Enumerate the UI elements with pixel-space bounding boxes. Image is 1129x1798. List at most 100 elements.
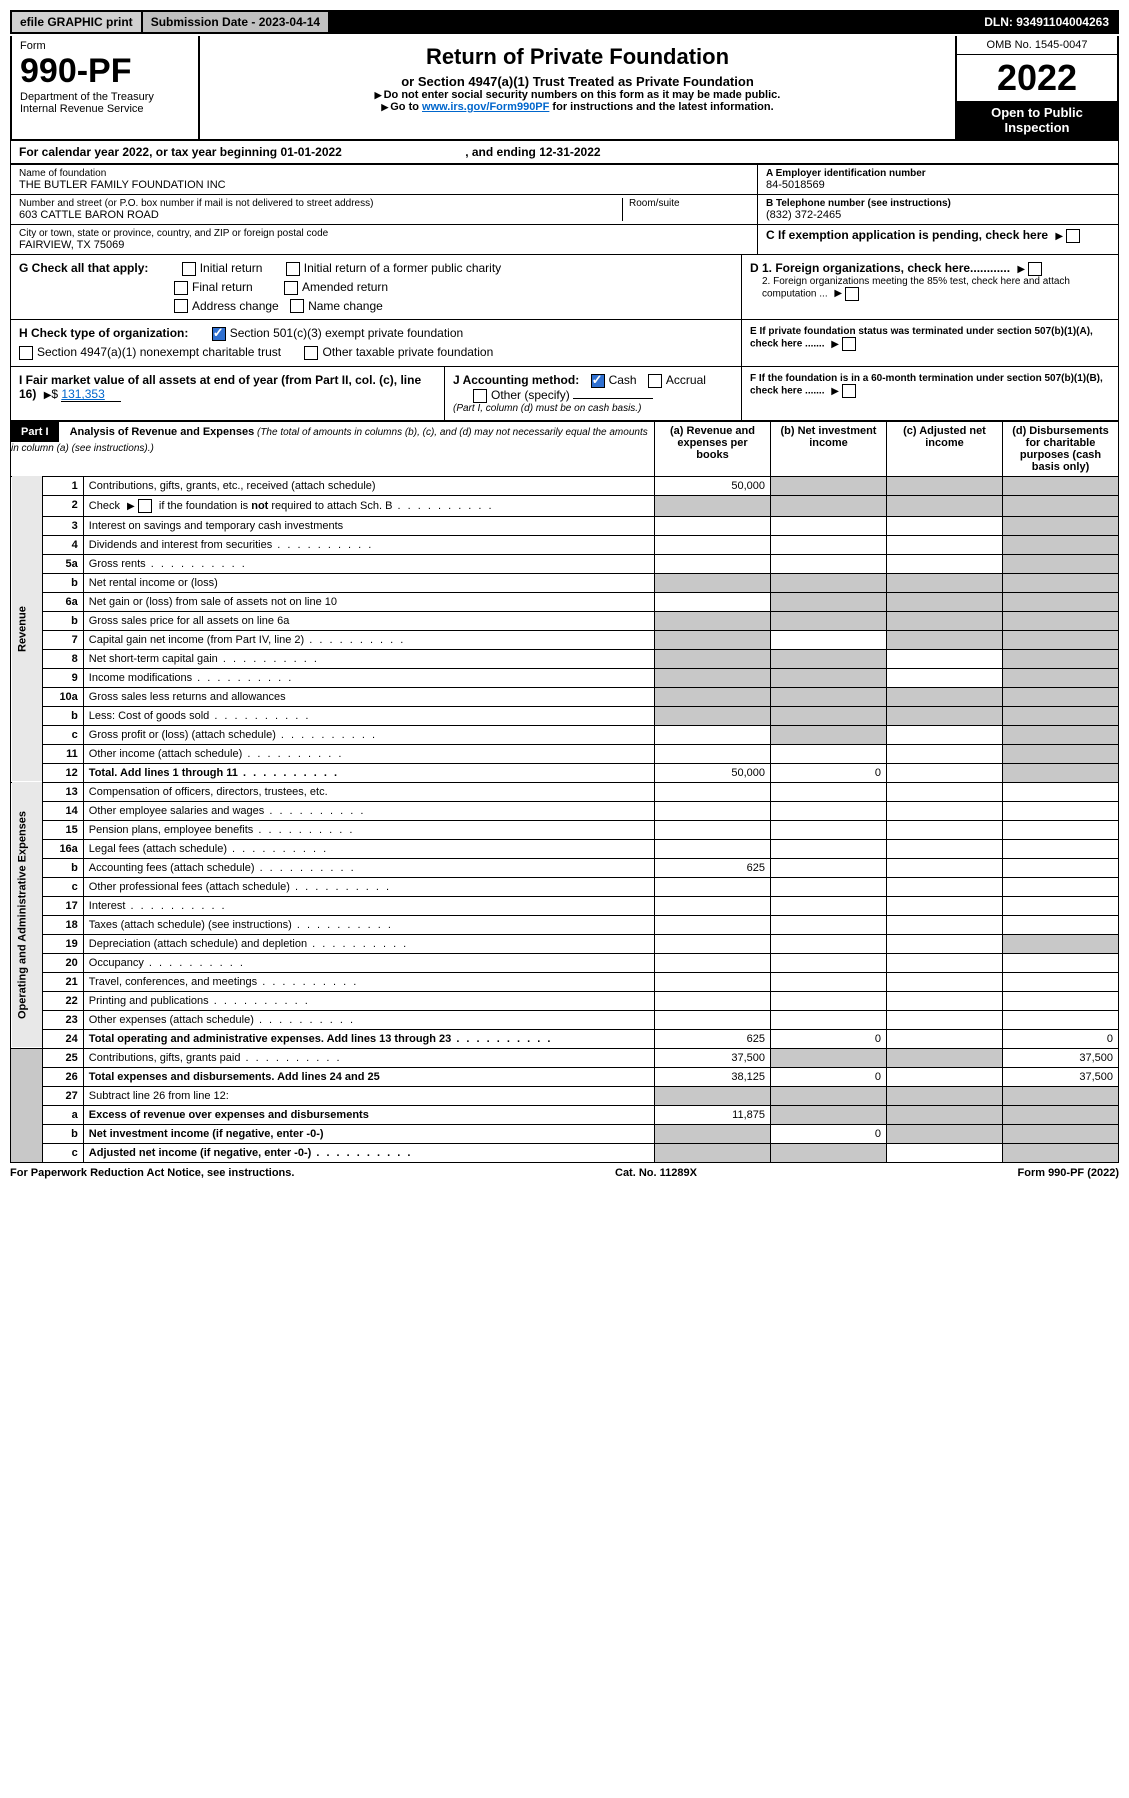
cell-d: 37,500 <box>1003 1048 1119 1067</box>
phone-lbl: B Telephone number (see instructions) <box>766 198 1110 209</box>
row-desc: Taxes (attach schedule) (see instruction… <box>83 915 654 934</box>
dept: Department of the Treasury <box>20 91 190 103</box>
cal-a: For calendar year 2022, or tax year begi… <box>19 145 280 159</box>
cb-d1[interactable] <box>1028 262 1042 276</box>
table-row: bGross sales price for all assets on lin… <box>11 611 1119 630</box>
info-right: A Employer identification number 84-5018… <box>757 165 1118 254</box>
footer-mid: Cat. No. 11289X <box>615 1167 697 1179</box>
row-num: a <box>42 1105 83 1124</box>
g-section: G Check all that apply: Initial return I… <box>10 255 1119 320</box>
row-desc: Other income (attach schedule) <box>83 744 654 763</box>
cb-cash[interactable] <box>591 374 605 388</box>
row-num: 11 <box>42 744 83 763</box>
info-left: Name of foundation THE BUTLER FAMILY FOU… <box>11 165 757 254</box>
table-row: cOther professional fees (attach schedul… <box>11 877 1119 896</box>
cb-final[interactable] <box>174 281 188 295</box>
dln: DLN: 93491104004263 <box>976 12 1117 32</box>
cb-f[interactable] <box>842 384 856 398</box>
col-c: (c) Adjusted net income <box>887 421 1003 476</box>
h-other: Other taxable private foundation <box>322 345 493 359</box>
table-row: bNet rental income or (loss) <box>11 573 1119 592</box>
h-left: H Check type of organization: Section 50… <box>11 320 741 366</box>
c-checkbox[interactable] <box>1066 229 1080 243</box>
table-row: 23Other expenses (attach schedule) <box>11 1010 1119 1029</box>
h-501: Section 501(c)(3) exempt private foundat… <box>230 326 463 340</box>
cb-other-acct[interactable] <box>473 389 487 403</box>
row-num: c <box>42 725 83 744</box>
top-bar: efile GRAPHIC print Submission Date - 20… <box>10 10 1119 34</box>
cell-a: 625 <box>655 1029 771 1048</box>
row-desc: Occupancy <box>83 953 654 972</box>
ein-lbl: A Employer identification number <box>766 168 1110 179</box>
g-left: G Check all that apply: Initial return I… <box>11 255 741 319</box>
table-row: cAdjusted net income (if negative, enter… <box>11 1143 1119 1162</box>
ein-row: A Employer identification number 84-5018… <box>758 165 1118 195</box>
calendar-year: For calendar year 2022, or tax year begi… <box>10 141 1119 164</box>
cb-other-tax[interactable] <box>304 346 318 360</box>
footer: For Paperwork Reduction Act Notice, see … <box>10 1163 1119 1183</box>
subdate-lbl: Submission Date - <box>151 15 259 29</box>
table-row: 15Pension plans, employee benefits <box>11 820 1119 839</box>
col-b: (b) Net investment income <box>771 421 887 476</box>
cell-d: 37,500 <box>1003 1067 1119 1086</box>
arrow-icon <box>1055 228 1063 242</box>
phone-val: (832) 372-2465 <box>766 209 1110 221</box>
cb-schb[interactable] <box>138 499 152 513</box>
row-desc: Income modifications <box>83 668 654 687</box>
cb-4947[interactable] <box>19 346 33 360</box>
table-row: 7Capital gain net income (from Part IV, … <box>11 630 1119 649</box>
cb-accrual[interactable] <box>648 374 662 388</box>
table-row: 16aLegal fees (attach schedule) <box>11 839 1119 858</box>
row-num: 19 <box>42 934 83 953</box>
cb-amended[interactable] <box>284 281 298 295</box>
g-final: Final return <box>192 280 253 294</box>
table-row: 27Subtract line 26 from line 12: <box>11 1086 1119 1105</box>
j-other: Other (specify) <box>491 388 570 402</box>
g-initial: Initial return <box>200 261 263 275</box>
table-row: bLess: Cost of goods sold <box>11 706 1119 725</box>
fmv-link[interactable]: 131,353 <box>61 387 121 402</box>
form-subtitle: or Section 4947(a)(1) Trust Treated as P… <box>204 74 951 89</box>
h-section: H Check type of organization: Section 50… <box>10 320 1119 367</box>
g-initial-former: Initial return of a former public charit… <box>304 261 501 275</box>
cb-name-change[interactable] <box>290 299 304 313</box>
cb-501c3[interactable] <box>212 327 226 341</box>
cb-e[interactable] <box>842 337 856 351</box>
city-row: City or town, state or province, country… <box>11 225 757 254</box>
row-num: 4 <box>42 535 83 554</box>
note2: Go to www.irs.gov/Form990PF for instruct… <box>204 101 951 113</box>
table-row: 22Printing and publications <box>11 991 1119 1010</box>
note1: Do not enter social security numbers on … <box>204 89 951 101</box>
e-lbl: E If private foundation status was termi… <box>750 326 1093 350</box>
f-section: F If the foundation is in a 60-month ter… <box>742 367 1118 420</box>
cell-a: 625 <box>655 858 771 877</box>
row-num: b <box>42 706 83 725</box>
table-row: 10aGross sales less returns and allowanc… <box>11 687 1119 706</box>
part1-heading: Analysis of Revenue and Expenses <box>70 426 255 438</box>
table-row: bNet investment income (if negative, ent… <box>11 1124 1119 1143</box>
cb-initial[interactable] <box>182 262 196 276</box>
part1-table: Part I Analysis of Revenue and Expenses … <box>10 421 1119 1163</box>
table-row: 11Other income (attach schedule) <box>11 744 1119 763</box>
cb-initial-former[interactable] <box>286 262 300 276</box>
cell-d: 0 <box>1003 1029 1119 1048</box>
cell-a: 38,125 <box>655 1067 771 1086</box>
cb-d2[interactable] <box>845 287 859 301</box>
city-lbl: City or town, state or province, country… <box>19 228 749 239</box>
addr-lbl: Number and street (or P.O. box number if… <box>19 198 622 209</box>
dln-val: 93491104004263 <box>1016 15 1109 29</box>
e-section: E If private foundation status was termi… <box>741 320 1118 366</box>
c-row: C If exemption application is pending, c… <box>758 225 1118 246</box>
row-desc: Net rental income or (loss) <box>83 573 654 592</box>
cb-addr-change[interactable] <box>174 299 188 313</box>
irs-link[interactable]: www.irs.gov/Form990PF <box>422 101 549 113</box>
row-desc: Gross profit or (loss) (attach schedule) <box>83 725 654 744</box>
footer-right: Form 990-PF (2022) <box>1018 1167 1120 1179</box>
header-left: Form 990-PF Department of the Treasury I… <box>12 36 200 139</box>
submission-date: Submission Date - 2023-04-14 <box>143 12 330 32</box>
h-4947: Section 4947(a)(1) nonexempt charitable … <box>37 345 281 359</box>
form-title: Return of Private Foundation <box>204 44 951 70</box>
row-desc: Legal fees (attach schedule) <box>83 839 654 858</box>
row-num: 13 <box>42 782 83 801</box>
table-row: 21Travel, conferences, and meetings <box>11 972 1119 991</box>
